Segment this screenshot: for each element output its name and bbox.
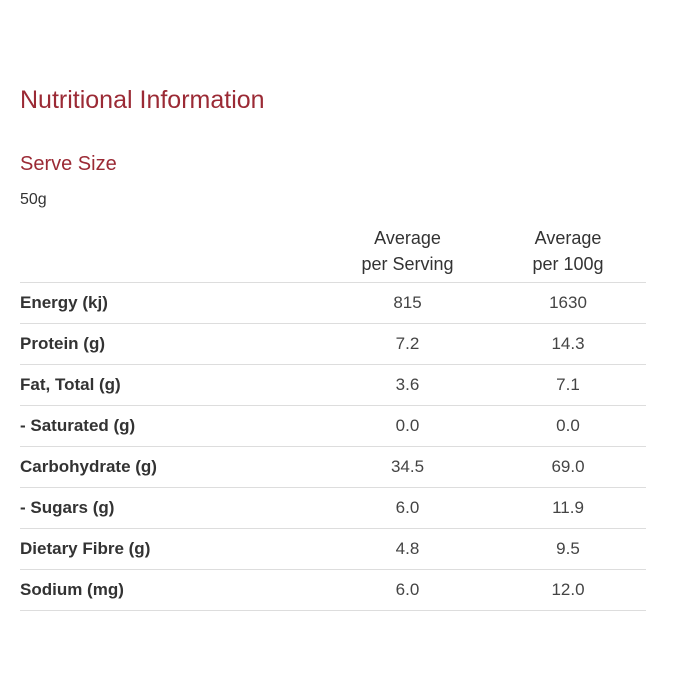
per-serving-value: 6.0 — [325, 487, 490, 529]
serve-size-heading: Serve Size — [20, 153, 117, 175]
nutrition-table: Average per Serving Average per 100g Ene… — [20, 220, 646, 611]
per-100g-value: 1630 — [490, 282, 646, 324]
per-100g-value: 69.0 — [490, 446, 646, 488]
per-serving-value: 0.0 — [325, 405, 490, 447]
nutrient-label: Carbohydrate (g) — [20, 446, 325, 488]
per-serving-value: 3.6 — [325, 364, 490, 406]
page-title: Nutritional Information — [20, 86, 265, 114]
table-row: - Sugars (g) 6.0 11.9 — [20, 487, 646, 529]
header-per-100g-line2: per 100g — [532, 254, 604, 274]
per-100g-value: 7.1 — [490, 364, 646, 406]
per-100g-value: 14.3 — [490, 323, 646, 365]
nutrient-label: - Saturated (g) — [20, 405, 325, 447]
nutrient-label: Protein (g) — [20, 323, 325, 365]
header-per-100g-line1: Average — [534, 228, 602, 248]
header-per-serving-line2: per Serving — [361, 254, 454, 274]
per-serving-value: 6.0 — [325, 569, 490, 611]
table-row: - Saturated (g) 0.0 0.0 — [20, 405, 646, 447]
per-serving-value: 7.2 — [325, 323, 490, 365]
table-row: Energy (kj) 815 1630 — [20, 282, 646, 324]
per-serving-value: 34.5 — [325, 446, 490, 488]
per-100g-value: 12.0 — [490, 569, 646, 611]
per-100g-value: 11.9 — [490, 487, 646, 529]
table-row: Fat, Total (g) 3.6 7.1 — [20, 364, 646, 406]
header-per-serving: Average per Serving — [325, 220, 490, 283]
per-serving-value: 815 — [325, 282, 490, 324]
table-row: Protein (g) 7.2 14.3 — [20, 323, 646, 365]
header-per-100g: Average per 100g — [490, 220, 646, 283]
table-row: Carbohydrate (g) 34.5 69.0 — [20, 446, 646, 488]
nutrient-label: Energy (kj) — [20, 282, 325, 324]
nutrient-label: Sodium (mg) — [20, 569, 325, 611]
per-serving-value: 4.8 — [325, 528, 490, 570]
serve-size-value: 50g — [20, 191, 47, 208]
header-nutrient — [20, 220, 325, 283]
header-per-serving-line1: Average — [374, 228, 441, 248]
per-100g-value: 9.5 — [490, 528, 646, 570]
nutrient-label: - Sugars (g) — [20, 487, 325, 529]
per-100g-value: 0.0 — [490, 405, 646, 447]
nutrient-label: Dietary Fibre (g) — [20, 528, 325, 570]
table-header-row: Average per Serving Average per 100g — [20, 220, 646, 283]
table-row: Sodium (mg) 6.0 12.0 — [20, 569, 646, 611]
nutrient-label: Fat, Total (g) — [20, 364, 325, 406]
table-row: Dietary Fibre (g) 4.8 9.5 — [20, 528, 646, 570]
